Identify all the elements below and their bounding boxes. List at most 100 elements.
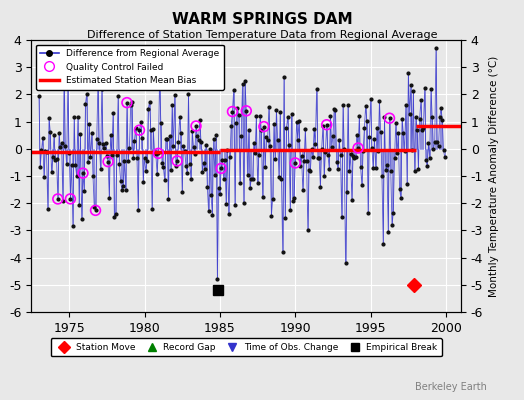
Point	[217, 165, 225, 172]
Point	[285, 142, 293, 148]
Point	[68, 162, 76, 168]
Point	[39, 135, 47, 142]
Point	[110, 214, 118, 220]
Point	[343, 188, 351, 195]
Point	[419, 124, 428, 131]
Point	[369, 165, 377, 172]
Point	[275, 174, 283, 180]
Point	[333, 159, 341, 166]
Point	[164, 196, 172, 202]
Point	[187, 176, 195, 182]
Point	[260, 124, 268, 130]
Point	[300, 158, 308, 164]
Point	[123, 100, 131, 106]
Point	[138, 135, 146, 141]
Point	[60, 70, 68, 76]
Point	[204, 208, 213, 214]
Point	[258, 194, 267, 200]
Point	[245, 126, 253, 133]
Point	[125, 145, 134, 151]
Point	[438, 116, 446, 123]
Point	[414, 166, 422, 172]
Point	[340, 146, 348, 153]
Point	[192, 123, 200, 129]
Point	[384, 228, 392, 235]
Point	[40, 174, 48, 180]
Point	[179, 142, 188, 149]
Point	[372, 165, 380, 171]
Point	[399, 130, 408, 136]
Point	[132, 124, 140, 131]
Point	[177, 130, 185, 136]
Y-axis label: Monthly Temperature Anomaly Difference (°C): Monthly Temperature Anomaly Difference (…	[489, 55, 499, 297]
Point	[96, 166, 105, 172]
Point	[173, 158, 181, 164]
Point	[408, 147, 416, 153]
Point	[255, 152, 263, 158]
Point	[135, 127, 144, 133]
Point	[293, 136, 302, 143]
Point	[128, 99, 136, 106]
Point	[46, 129, 54, 135]
Point	[107, 152, 116, 158]
Point	[321, 149, 330, 155]
Point	[437, 105, 445, 112]
Point	[257, 127, 266, 134]
Point	[58, 139, 66, 146]
Point	[62, 161, 71, 167]
Point	[74, 113, 82, 120]
Point	[302, 158, 311, 164]
Point	[286, 206, 294, 213]
Point	[56, 144, 64, 151]
Point	[189, 144, 198, 150]
Point	[344, 102, 352, 108]
Point	[316, 184, 324, 190]
Point	[64, 82, 72, 88]
Point	[149, 126, 158, 133]
Point	[295, 118, 303, 125]
Point	[363, 118, 371, 124]
Point	[52, 156, 61, 163]
Point	[383, 162, 391, 168]
Point	[80, 188, 89, 194]
Point	[314, 155, 322, 161]
Point	[91, 207, 100, 214]
Point	[260, 124, 268, 130]
Point	[222, 201, 231, 208]
Point	[261, 164, 269, 170]
Point	[354, 145, 362, 151]
Point	[214, 185, 223, 191]
Point	[429, 146, 438, 152]
Point	[238, 81, 247, 88]
Point	[115, 161, 124, 167]
Point	[228, 108, 237, 115]
Point	[183, 170, 191, 176]
Point	[71, 162, 80, 168]
Point	[126, 101, 135, 108]
Point	[185, 161, 194, 168]
Point	[417, 97, 425, 104]
Point	[182, 162, 190, 169]
Point	[355, 112, 364, 119]
Point	[153, 170, 161, 177]
Point	[256, 113, 264, 119]
Point	[174, 138, 183, 145]
Point	[385, 115, 394, 122]
Point	[197, 139, 205, 146]
Point	[205, 146, 214, 152]
Point	[366, 95, 375, 102]
Point	[37, 147, 46, 154]
Point	[368, 145, 376, 151]
Point	[354, 145, 362, 151]
Point	[247, 176, 256, 182]
Point	[145, 98, 154, 105]
Point	[194, 136, 203, 143]
Point	[377, 129, 385, 136]
Point	[133, 155, 141, 161]
Point	[418, 126, 427, 133]
Point	[397, 194, 405, 201]
Point	[378, 172, 386, 179]
Point	[388, 222, 396, 228]
Point	[130, 138, 139, 144]
Point	[400, 148, 409, 154]
